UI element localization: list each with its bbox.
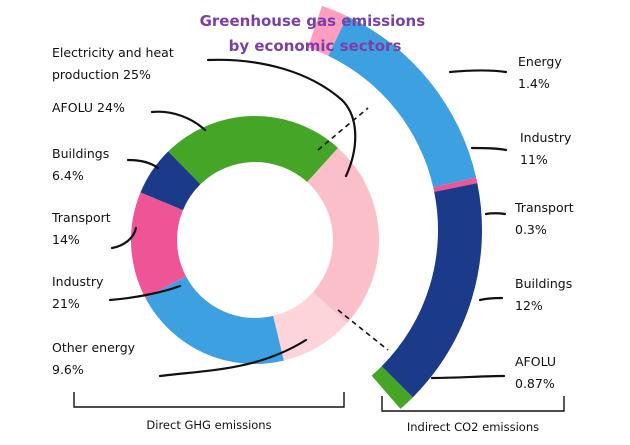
- label-other-energy-value: 9.6%: [52, 362, 84, 377]
- chart-title-line-1: Greenhouse gas emissions: [200, 12, 426, 30]
- label-ind-buildings-value: 12%: [515, 298, 543, 313]
- label-ind-transport-name: Transport: [514, 200, 574, 215]
- donut-slice-electricity-and-heat-production: [307, 147, 380, 323]
- label-transport-name: Transport: [51, 210, 111, 225]
- label-transport-value: 14%: [52, 232, 80, 247]
- indirect-slice-industry: [328, 16, 477, 188]
- label-electricity-name: Electricity and heat: [52, 45, 174, 60]
- label-transport: Transport 14%: [51, 210, 115, 247]
- leader-electricity: [206, 58, 357, 178]
- donut-slices: [130, 116, 380, 365]
- donut-slice-industry: [145, 276, 284, 365]
- label-buildings-value: 6.4%: [52, 168, 84, 183]
- leader-ind-industry: [470, 146, 508, 152]
- donut-slice-transport: [130, 192, 187, 298]
- indirect-slice-buildings: [381, 183, 482, 398]
- chart-title-line-2: by economic sectors: [229, 37, 402, 55]
- label-ind-buildings-name: Buildings: [515, 276, 572, 291]
- label-ind-energy-value: 1.4%: [518, 76, 550, 91]
- donut-slice-other-energy: [273, 292, 348, 361]
- label-ind-buildings: Buildings 12%: [515, 276, 576, 313]
- indirect-slice-afolu: [371, 366, 413, 409]
- label-ind-industry-name: Industry: [520, 130, 572, 145]
- label-ind-transport: Transport 0.3%: [514, 200, 578, 237]
- label-electricity: Electricity and heat production 25%: [52, 45, 178, 82]
- label-ind-afolu-value: 0.87%: [515, 376, 555, 391]
- leader-ind-transport: [484, 212, 507, 216]
- label-afolu: AFOLU 24%: [52, 100, 125, 115]
- label-industry-name: Industry: [52, 274, 104, 289]
- leader-ind-afolu: [430, 374, 506, 380]
- leader-transport: [110, 226, 138, 250]
- label-electricity-value: production 25%: [52, 67, 151, 82]
- label-ind-energy: Energy 1.4%: [518, 54, 566, 91]
- connector-top: [317, 107, 369, 151]
- label-ind-industry: Industry 11%: [520, 130, 575, 167]
- label-buildings: Buildings 6.4%: [52, 146, 113, 183]
- leader-industry: [108, 284, 182, 302]
- label-ind-afolu-name: AFOLU: [515, 354, 556, 369]
- label-ind-afolu: AFOLU 0.87%: [515, 354, 560, 391]
- indirect-group-label: Indirect CO2 emissions: [407, 420, 539, 434]
- leader-buildings: [126, 158, 160, 170]
- donut-slice-afolu: [168, 116, 338, 185]
- label-other-energy: Other energy 9.6%: [52, 340, 139, 377]
- direct-group-label: Direct GHG emissions: [146, 418, 271, 432]
- label-ind-energy-name: Energy: [518, 54, 562, 69]
- leader-other-energy: [158, 338, 308, 378]
- label-other-energy-name: Other energy: [52, 340, 136, 355]
- label-ind-industry-value: 11%: [520, 152, 548, 167]
- chart-title: Greenhouse gas emissions by economic sec…: [200, 12, 431, 55]
- direct-bracket: [73, 392, 345, 408]
- label-buildings-name: Buildings: [52, 146, 109, 161]
- leader-ind-energy: [448, 69, 508, 74]
- label-ind-transport-value: 0.3%: [515, 222, 547, 237]
- leader-afolu: [150, 110, 207, 132]
- connector-bottom: [337, 309, 389, 351]
- indirect-arc-slices: [307, 5, 482, 409]
- indirect-slice-energy: [307, 5, 348, 56]
- label-industry-value: 21%: [52, 296, 80, 311]
- indirect-slice-transport: [433, 177, 478, 192]
- leader-ind-buildings: [478, 296, 504, 302]
- label-industry: Industry 21%: [52, 274, 107, 311]
- indirect-bracket: [381, 396, 565, 412]
